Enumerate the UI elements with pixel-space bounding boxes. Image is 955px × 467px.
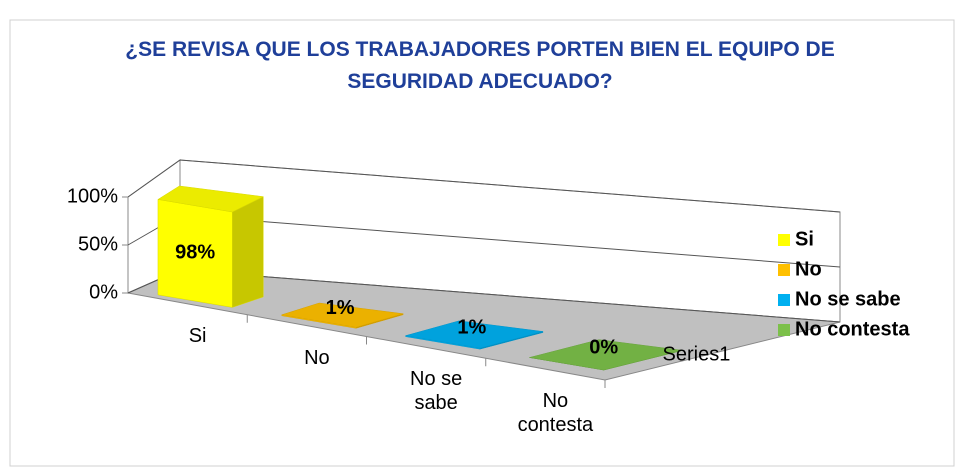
legend-swatch [778, 324, 790, 336]
legend-swatch [778, 294, 790, 306]
legend-label: No contesta [795, 318, 910, 340]
legend-swatch [778, 234, 790, 246]
bar-top [529, 339, 683, 371]
x-tick-label: No contesta [517, 390, 594, 437]
x-tick-label: No [304, 346, 330, 369]
value-label: 0% [589, 337, 618, 359]
value-label: 1% [457, 316, 486, 338]
value-label: 98% [175, 242, 215, 264]
bar [157, 185, 265, 308]
bar-side [232, 196, 264, 308]
bar [529, 339, 683, 371]
x-tick-label: Si [188, 324, 207, 347]
legend-label: No [795, 258, 822, 280]
y-tick-label: 0% [89, 281, 118, 303]
series-label: Series1 [663, 343, 731, 365]
bar-top [281, 302, 404, 328]
legend-label: No se sabe [795, 288, 901, 310]
bar [405, 320, 544, 350]
chart-title: ¿SE REVISA QUE LOS TRABAJADORES PORTEN B… [125, 38, 835, 93]
bar [281, 302, 404, 329]
legend-label: Si [795, 228, 814, 250]
bar-top [157, 185, 265, 213]
value-label: 1% [326, 297, 355, 319]
bar-top [405, 320, 544, 349]
grid-line [127, 159, 841, 213]
y-tick-label: 100% [67, 185, 118, 207]
x-tick-label: No se sabe [410, 368, 463, 415]
legend-swatch [778, 264, 790, 276]
y-tick-label: 50% [78, 233, 118, 255]
title-box: ¿SE REVISA QUE LOS TRABAJADORES PORTEN B… [125, 38, 835, 93]
